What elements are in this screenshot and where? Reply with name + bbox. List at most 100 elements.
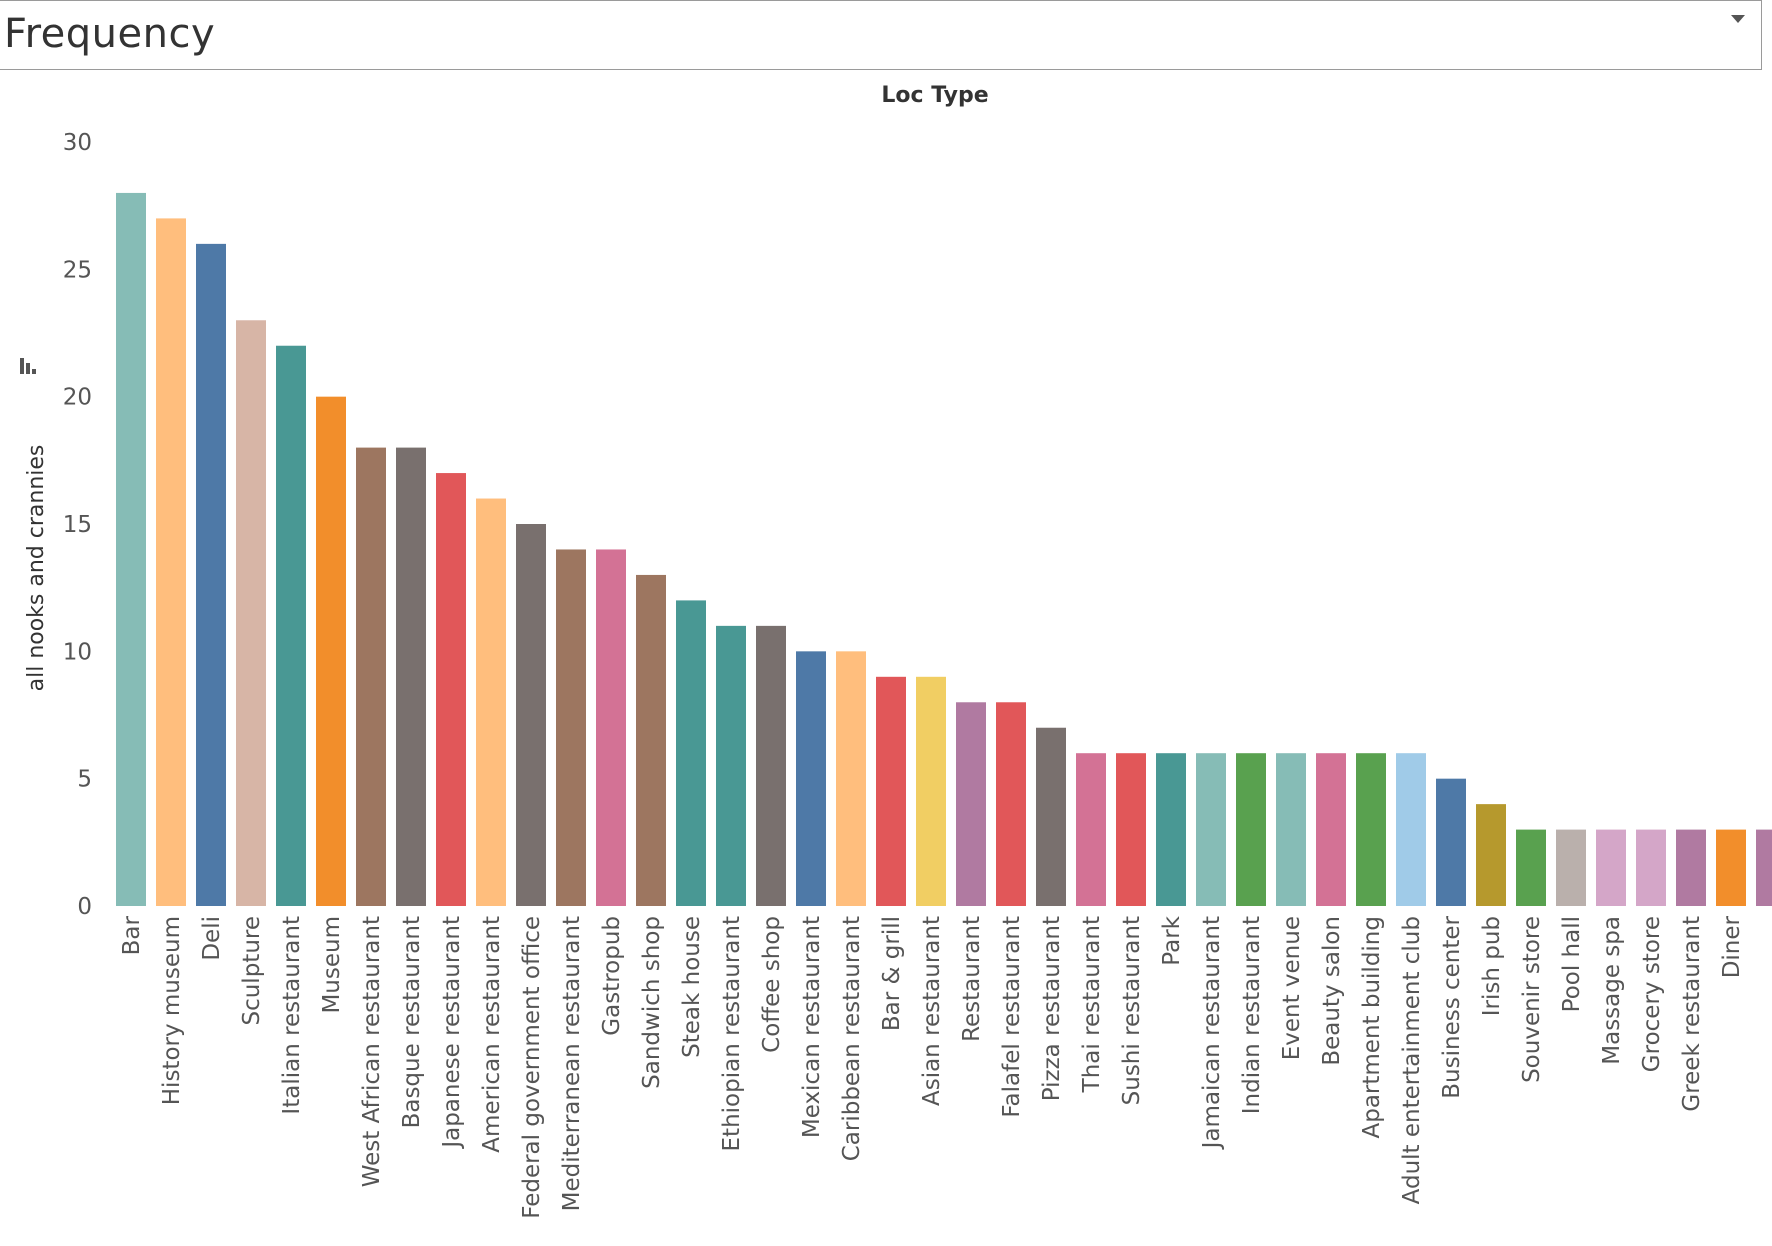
x-tick-label: Beauty salon	[1319, 916, 1345, 1066]
bar[interactable]	[916, 676, 946, 906]
worksheet-title-bar: Frequency	[0, 0, 1762, 70]
x-tick-label: Caribbean restaurant	[839, 916, 865, 1161]
bar[interactable]	[1716, 829, 1746, 906]
bar-chart: Loc Type all nooks and crannies 0 5 10 15 20…	[20, 83, 1772, 1219]
bar[interactable]	[1076, 753, 1106, 906]
x-tick-label: Jamaican restaurant	[1199, 916, 1225, 1150]
x-tick-label: Restaurant	[959, 916, 985, 1042]
sort-icon[interactable]	[20, 358, 36, 374]
x-tick-label: Grocery store	[1639, 916, 1665, 1072]
bar[interactable]	[836, 651, 866, 906]
x-tick-label: Apartment building	[1359, 916, 1385, 1139]
bar[interactable]	[1116, 753, 1146, 906]
bar[interactable]	[636, 574, 666, 906]
x-tick-label: Italian restaurant	[279, 916, 305, 1115]
bar[interactable]	[956, 702, 986, 906]
x-tick-label: Bar & grill	[879, 916, 905, 1031]
x-tick-label: Pool hall	[1559, 916, 1585, 1012]
y-tick-label: 25	[63, 257, 92, 283]
x-tick-label: Mediterranean restaurant	[559, 916, 585, 1211]
bar[interactable]	[1316, 753, 1346, 906]
bar[interactable]	[1356, 753, 1386, 906]
x-tick-label: Asian restaurant	[919, 916, 945, 1106]
bar[interactable]	[1756, 829, 1772, 906]
bar[interactable]	[1516, 829, 1546, 906]
bar[interactable]	[1036, 727, 1066, 906]
bar[interactable]	[196, 243, 226, 906]
y-tick-label: 30	[63, 130, 92, 156]
bar[interactable]	[1676, 829, 1706, 906]
bar[interactable]	[1556, 829, 1586, 906]
x-tick-label: Souvenir store	[1519, 916, 1545, 1083]
bar[interactable]	[1236, 753, 1266, 906]
bars	[116, 192, 1772, 906]
bar[interactable]	[116, 192, 146, 906]
x-tick-label: Ethiopian restaurant	[719, 916, 745, 1151]
bar[interactable]	[236, 320, 266, 906]
bar[interactable]	[1396, 753, 1426, 906]
bar[interactable]	[356, 447, 386, 906]
bar[interactable]	[1636, 829, 1666, 906]
y-tick-label: 15	[63, 512, 92, 538]
bar[interactable]	[556, 549, 586, 906]
bar[interactable]	[676, 600, 706, 906]
y-tick-label: 10	[63, 639, 92, 665]
bar[interactable]	[1596, 829, 1626, 906]
x-tick-label: Pizza restaurant	[1039, 916, 1065, 1101]
bar[interactable]	[756, 625, 786, 906]
x-tick-label: Federal government office	[519, 916, 545, 1219]
x-tick-label: Greek restaurant	[1679, 916, 1705, 1112]
y-axis-ticks: 0 5 10 15 20 25 30	[63, 130, 92, 920]
bar[interactable]	[1196, 753, 1226, 906]
x-tick-label: Diner	[1719, 915, 1745, 978]
x-axis-ticks: Bar History museum Deli Sculpture Italian re…	[119, 915, 1745, 1218]
x-tick-label: Sushi restaurant	[1119, 916, 1145, 1105]
y-tick-label: 0	[77, 894, 92, 920]
bar[interactable]	[1276, 753, 1306, 906]
bar[interactable]	[1156, 753, 1186, 906]
x-tick-label: Falafel restaurant	[999, 916, 1025, 1118]
bar[interactable]	[516, 524, 546, 906]
bar[interactable]	[1476, 804, 1506, 906]
x-tick-label: Sandwich shop	[639, 916, 665, 1089]
x-tick-label: Sculpture	[239, 916, 265, 1026]
x-tick-label: Adult entertainment club	[1399, 916, 1425, 1204]
x-tick-label: Indian restaurant	[1239, 916, 1265, 1114]
x-tick-label: West African restaurant	[359, 916, 385, 1187]
bar[interactable]	[476, 498, 506, 906]
x-tick-label: Irish pub	[1479, 916, 1505, 1016]
x-tick-label: American restaurant	[479, 916, 505, 1153]
bar[interactable]	[796, 651, 826, 906]
x-tick-label: Mexican restaurant	[799, 916, 825, 1138]
x-tick-label: History museum	[159, 916, 185, 1105]
x-tick-label: Basque restaurant	[399, 916, 425, 1128]
worksheet-title: Frequency	[4, 11, 216, 57]
x-tick-label: Japanese restaurant	[439, 916, 465, 1150]
y-tick-label: 5	[77, 767, 92, 793]
bar[interactable]	[596, 549, 626, 906]
x-tick-label: Museum	[319, 916, 345, 1014]
chart-area: Loc Type all nooks and crannies 0 5 10 15 20…	[0, 70, 1772, 1242]
bar[interactable]	[436, 473, 466, 906]
bar[interactable]	[716, 625, 746, 906]
y-tick-label: 20	[63, 385, 92, 411]
bar[interactable]	[156, 218, 186, 906]
x-tick-label: Event venue	[1279, 916, 1305, 1060]
y-axis-label: all nooks and crannies	[24, 445, 49, 692]
chart-title: Loc Type	[881, 83, 988, 108]
x-tick-label: Park	[1159, 915, 1185, 965]
bar[interactable]	[316, 396, 346, 906]
x-tick-label: Gastropub	[599, 916, 625, 1036]
dropdown-caret-icon[interactable]	[1731, 15, 1745, 23]
bar[interactable]	[876, 676, 906, 906]
x-tick-label: Deli	[199, 916, 225, 961]
bar[interactable]	[1436, 778, 1466, 906]
x-tick-label: Massage spa	[1599, 916, 1625, 1065]
x-tick-label: Bar	[119, 915, 145, 955]
x-tick-label: Steak house	[679, 916, 705, 1058]
bar[interactable]	[276, 345, 306, 906]
x-tick-label: Thai restaurant	[1079, 916, 1105, 1093]
bar[interactable]	[996, 702, 1026, 906]
bar[interactable]	[396, 447, 426, 906]
x-tick-label: Coffee shop	[759, 916, 785, 1053]
